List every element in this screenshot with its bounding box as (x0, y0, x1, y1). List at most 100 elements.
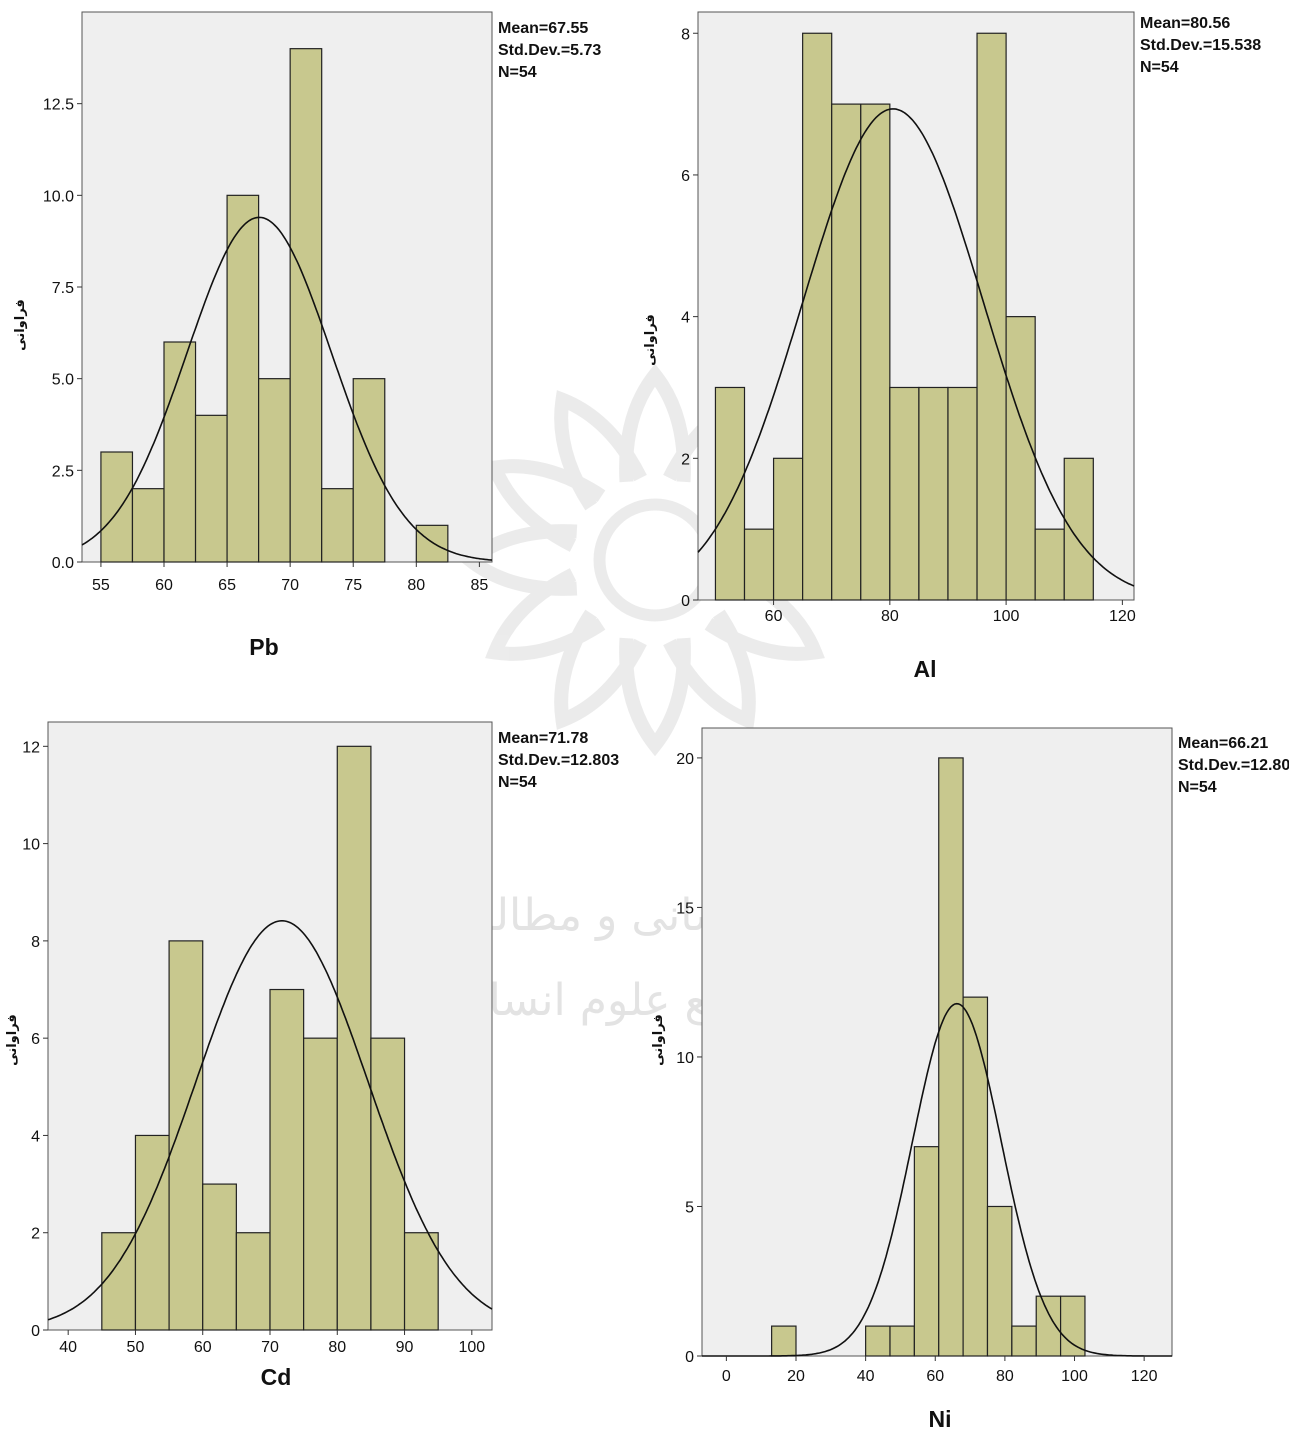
y-tick-label: 0 (31, 1323, 40, 1340)
x-tick-label: 20 (787, 1368, 805, 1385)
y-tick-label: 0.0 (52, 555, 74, 572)
y-tick-label: 10 (676, 1050, 694, 1067)
normal-curve (81, 216, 493, 561)
y-tick-label: 7.5 (52, 280, 74, 297)
y-axis-label: فراوانی (12, 299, 27, 351)
histogram-bar (101, 1232, 137, 1331)
x-tick-label: 90 (396, 1339, 414, 1356)
y-tick-label: 8 (681, 26, 690, 43)
histogram-bar (168, 940, 204, 1331)
stats-line: Mean=67.55 (498, 20, 588, 37)
histogram-bar (1063, 457, 1094, 601)
histogram-bar (415, 524, 449, 563)
y-axis-label: فراوانی (4, 1014, 19, 1066)
histogram-bar (226, 194, 260, 563)
x-tick-label: 55 (92, 577, 110, 594)
y-tick-label: 5 (685, 1199, 694, 1216)
histogram-bar (131, 488, 165, 563)
stats-line: Std.Dev.=12.803 (498, 752, 619, 769)
x-tick-label: 50 (127, 1339, 145, 1356)
chart-cd: 0 2 4 6 8 10 12 40 50 60 70 80 90 100 Cd فراوانی Mean=71… (4, 721, 619, 1390)
x-tick-label: 80 (996, 1368, 1014, 1385)
histogram-bar (913, 1146, 940, 1357)
normal-curve (47, 919, 493, 1321)
histogram-bar (1059, 1295, 1086, 1357)
histogram-bar (889, 1325, 915, 1357)
y-tick-label: 5.0 (52, 372, 74, 389)
histogram-bar (889, 386, 920, 601)
chart-pb: 0.0 2.5 5.0 7.5 10.0 12.5 55 60 65 70 75 80 85 Pb فراو… (12, 11, 601, 660)
y-tick-label: 12.5 (43, 97, 74, 114)
x-tick-label: 60 (155, 577, 173, 594)
stats-line: Mean=71.78 (498, 730, 588, 747)
y-tick-label: 6 (681, 168, 690, 185)
x-tick-label: 80 (407, 577, 425, 594)
y-tick-label: 12 (22, 739, 40, 756)
x-tick-label: 100 (993, 608, 1020, 625)
x-tick-label: 0 (722, 1368, 731, 1385)
y-tick-label: 2 (681, 451, 690, 468)
histogram-bar (831, 103, 862, 601)
x-tick-label: 70 (261, 1339, 279, 1356)
histogram-bar (163, 341, 197, 563)
y-tick-label: 10 (22, 837, 40, 854)
stats-line: Mean=80.56 (1140, 15, 1230, 32)
histogram-bar (303, 1037, 338, 1331)
x-tick-label: 100 (458, 1339, 485, 1356)
y-tick-label: 2 (31, 1226, 40, 1243)
x-tick-label: 120 (1109, 608, 1136, 625)
stats-line: Mean=66.21 (1178, 735, 1268, 752)
histogram-bar (235, 1232, 271, 1331)
x-tick-label: 60 (194, 1339, 212, 1356)
x-axis-label: Al (914, 656, 937, 682)
x-tick-label: 120 (1131, 1368, 1158, 1385)
histogram-bar (865, 1325, 891, 1357)
y-tick-label: 10.0 (43, 188, 74, 205)
y-tick-label: 8 (31, 934, 40, 951)
y-tick-label: 15 (676, 900, 694, 917)
histogram-bar (403, 1232, 439, 1331)
histogram-bar (202, 1183, 237, 1331)
histogram-bar (336, 745, 372, 1331)
histogram-bar (986, 1205, 1013, 1357)
histogram-bar (976, 32, 1007, 601)
histogram-bar (714, 386, 746, 601)
stats-line: N=54 (1178, 779, 1217, 796)
histogram-bar (194, 414, 228, 563)
y-tick-label: 20 (676, 751, 694, 768)
histogram-bar (938, 757, 964, 1357)
y-axis-label: فراوانی (642, 314, 657, 366)
x-tick-label: 40 (857, 1368, 875, 1385)
histogram-bar (918, 386, 949, 601)
y-tick-label: 4 (31, 1128, 40, 1145)
histogram-bar (1005, 316, 1036, 601)
histogram-bar (962, 996, 989, 1357)
x-tick-label: 70 (281, 577, 299, 594)
x-tick-label: 65 (218, 577, 236, 594)
x-tick-label: 85 (470, 577, 488, 594)
x-tick-label: 40 (59, 1339, 77, 1356)
histogram-bar (947, 386, 978, 601)
x-tick-label: 80 (328, 1339, 346, 1356)
histogram-bar (771, 1325, 797, 1357)
stats-line: N=54 (498, 64, 537, 81)
x-axis-label: Pb (249, 634, 278, 660)
y-tick-label: 0 (685, 1349, 694, 1366)
y-tick-label: 0 (681, 593, 690, 610)
histogram-bar (860, 103, 891, 601)
histogram-bar (802, 32, 833, 601)
normal-curve (702, 1002, 1172, 1357)
histogram-bar (743, 528, 775, 601)
histogram-bar (100, 451, 134, 563)
chart-al: 0 2 4 6 8 60 80 100 120 Al فراوانی Mean=80.56 Std.De… (642, 11, 1261, 682)
y-axis-label: فراوانی (650, 1014, 665, 1066)
histogram-bar (772, 457, 804, 601)
histogram-bar (321, 488, 354, 563)
y-tick-label: 4 (681, 310, 690, 327)
histogram-bar (352, 378, 386, 563)
y-tick-label: 6 (31, 1031, 40, 1048)
x-tick-label: 100 (1061, 1368, 1088, 1385)
x-axis-label: Cd (261, 1364, 292, 1390)
stats-line: Std.Dev.=12.80 (1178, 757, 1289, 774)
